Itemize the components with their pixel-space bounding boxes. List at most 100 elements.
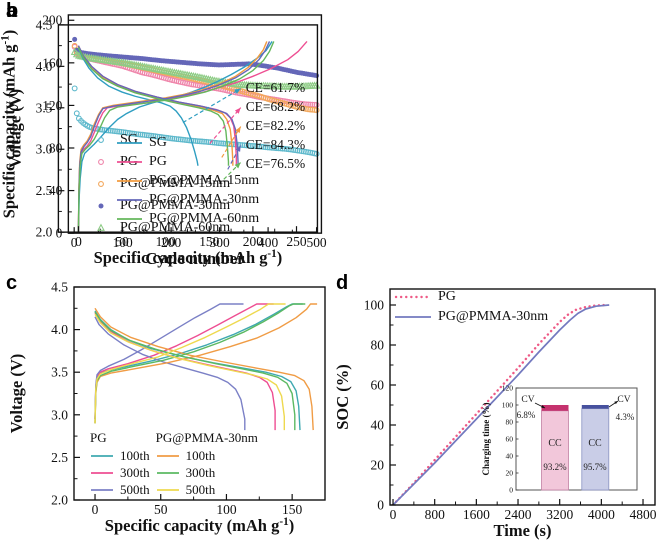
charging-time-inset: 0 20 40 60 80 100 120 Charging time (%) CC 93.2% C… xyxy=(481,384,638,495)
series-sg xyxy=(77,41,273,233)
svg-text:4.0: 4.0 xyxy=(36,59,53,74)
svg-text:0: 0 xyxy=(56,226,63,241)
svg-text:2.0: 2.0 xyxy=(51,493,68,508)
svg-text:40: 40 xyxy=(371,418,385,433)
circle-open-swatch xyxy=(98,137,104,143)
legend-label: 100th xyxy=(185,448,216,463)
panel-a-chart: 0 100 200 300 400 500 0 40 80 120 160 200 Cycle numb… xyxy=(0,0,330,272)
legend-label: PG@PMMA-60nm xyxy=(149,210,260,226)
inset-label: 4.3% xyxy=(616,412,635,422)
legend-label: PG@PMMA-15nm xyxy=(120,176,231,191)
panel-c: c 0 50 100 150 2.0 2.5 3.0 3.5 4.0 4.5 Specific ca… xyxy=(0,272,330,545)
legend-label: PG xyxy=(149,153,167,169)
line-swatch xyxy=(117,141,142,144)
series-pg xyxy=(391,303,607,505)
legend-item-100th: 100th xyxy=(156,447,258,464)
ce-annotation: CE=68.2% xyxy=(246,99,305,114)
line-swatch xyxy=(156,454,179,457)
legend-column-1: PG 100th 300th 500th xyxy=(90,431,150,498)
svg-text:100: 100 xyxy=(216,502,237,517)
ce-annotation: CE=84.3% xyxy=(246,137,305,152)
svg-text:2.5: 2.5 xyxy=(36,183,53,198)
svg-text:3.0: 3.0 xyxy=(36,142,53,157)
svg-text:60: 60 xyxy=(371,378,385,393)
legend-item-pg-pmma-30nm: PG@PMMA-30nm xyxy=(116,190,259,209)
svg-text:100: 100 xyxy=(156,234,176,249)
inset-y-axis-title: Charging time (%) xyxy=(481,403,491,476)
legend-label: SG xyxy=(149,134,167,150)
svg-text:2.5: 2.5 xyxy=(51,450,68,465)
svg-text:200: 200 xyxy=(161,235,181,250)
panel-b-letter: b xyxy=(6,0,19,22)
line-swatch xyxy=(117,217,142,220)
legend-header: PG@PMMA-30nm xyxy=(155,430,258,445)
legend-label: PG@PMMA-15nm xyxy=(149,172,260,188)
svg-text:4.5: 4.5 xyxy=(51,280,68,295)
legend-label: PG xyxy=(438,289,456,304)
legend-item-300th: 300th xyxy=(156,464,258,481)
line-swatch xyxy=(117,179,142,182)
svg-text:0: 0 xyxy=(75,234,82,249)
svg-text:3.5: 3.5 xyxy=(36,100,53,115)
svg-text:0: 0 xyxy=(377,498,384,513)
panel-c-chart: 0 50 100 150 2.0 2.5 3.0 3.5 4.0 4.5 Specific capa… xyxy=(0,272,330,545)
panel-c-series xyxy=(94,303,318,431)
legend-item-pg-pmma-60nm: PG@PMMA-60nm xyxy=(88,217,230,239)
svg-text:80: 80 xyxy=(49,140,63,155)
series-pg-pmma-30nm xyxy=(77,41,271,233)
legend-item-500th: 500th xyxy=(90,481,150,498)
line-swatch xyxy=(117,160,142,163)
series-sg xyxy=(71,85,320,157)
svg-text:80: 80 xyxy=(371,338,385,353)
svg-text:20: 20 xyxy=(506,469,514,478)
legend-label: PG@PMMA-60nm xyxy=(120,220,231,235)
svg-text:80: 80 xyxy=(506,418,514,427)
svg-text:3.0: 3.0 xyxy=(51,407,68,422)
legend-item-sg: SG xyxy=(116,133,259,152)
svg-text:100: 100 xyxy=(364,298,385,313)
svg-text:4800: 4800 xyxy=(630,507,657,522)
series-pg-pmma-30nm-100th xyxy=(94,303,318,431)
svg-text:150: 150 xyxy=(282,502,303,517)
legend-label: PG@PMMA-30nm xyxy=(120,198,231,213)
circle-open-swatch xyxy=(98,159,104,165)
legend-label: PG@PMMA-30nm xyxy=(149,191,260,207)
svg-text:200: 200 xyxy=(243,234,263,249)
panel-a-y-axis-title: Specific capacity (mAh g-1) xyxy=(0,30,19,219)
panel-d-letter: d xyxy=(336,272,349,294)
inset-label: CC xyxy=(548,438,562,449)
series-pg-500th xyxy=(94,303,246,431)
svg-text:200: 200 xyxy=(42,13,62,28)
panel-b-series xyxy=(77,40,308,233)
panel-b-x-axis-title: Specific capacity (mAh g-1) xyxy=(94,248,283,267)
svg-text:100: 100 xyxy=(113,235,133,250)
svg-text:2.0: 2.0 xyxy=(36,225,53,240)
legend-item-pg-pmma-30nm: PG@PMMA-30nm xyxy=(88,195,230,217)
legend-label: 500th xyxy=(185,482,216,497)
legend-label: PG@PMMA-30nm xyxy=(438,309,549,324)
line-swatch xyxy=(91,488,113,491)
circle-filled-swatch xyxy=(98,203,104,209)
svg-text:4000: 4000 xyxy=(588,507,615,522)
legend-item-pg-pmma-15nm: PG@PMMA-15nm xyxy=(116,171,259,190)
legend-item-pg-pmma-30nm: PG@PMMA-30nm xyxy=(394,307,548,327)
panel-a: a 0 100 200 300 400 500 0 40 80 120 160 200 Cycle nu… xyxy=(0,0,330,272)
series-pg-100th xyxy=(94,303,303,431)
panel-d-x-axis-title: Time (s) xyxy=(494,521,552,540)
inset-label: CV xyxy=(617,395,630,405)
svg-text:40: 40 xyxy=(49,183,63,198)
inset-label: 6.8% xyxy=(517,410,536,420)
line-swatch xyxy=(91,454,113,457)
legend-item-pg-pmma-60nm: PG@PMMA-60nm xyxy=(116,209,259,228)
panel-c-axes: 0 50 100 150 2.0 2.5 3.0 3.5 4.0 4.5 xyxy=(51,280,326,517)
series-pg-pmma-60nm xyxy=(77,41,275,233)
svg-text:0: 0 xyxy=(390,507,397,522)
panel-b: b 0 50 100 150 200 250 2.0 2.5 3.0 3.5 4.0 4.5 Speci… xyxy=(0,0,330,272)
legend-label: 300th xyxy=(185,465,216,480)
panel-b-legend: SG PG PG@PMMA-15nm PG@PMMA-30nm PG@PMMA-60nm xyxy=(116,133,259,228)
panel-a-series xyxy=(70,36,321,157)
